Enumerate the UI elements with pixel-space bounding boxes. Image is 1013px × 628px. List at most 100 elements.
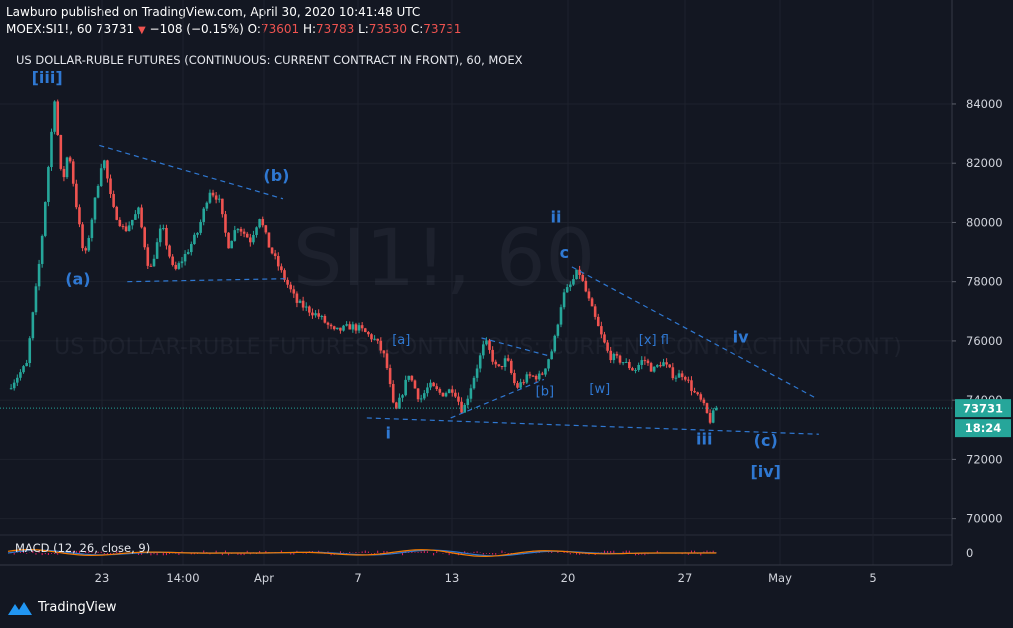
candle-body bbox=[199, 221, 202, 233]
symbol-label: MOEX:SI1!, 60 bbox=[6, 22, 93, 36]
candle-body bbox=[690, 380, 693, 391]
time-tick-label: 7 bbox=[354, 571, 361, 585]
candle-body bbox=[249, 237, 252, 243]
time-tick-label: 14:00 bbox=[166, 571, 199, 585]
candle-body bbox=[152, 258, 156, 267]
last-price: 73731 bbox=[95, 22, 135, 36]
candle-body bbox=[217, 198, 221, 200]
candle-body bbox=[413, 380, 417, 389]
candle-body bbox=[103, 160, 106, 169]
candle-body bbox=[497, 364, 501, 367]
candle-body bbox=[385, 353, 389, 369]
candle-body bbox=[587, 291, 591, 299]
wave-label: [iv] bbox=[750, 462, 781, 481]
candle-body bbox=[106, 160, 109, 179]
candle-body bbox=[155, 242, 159, 259]
candle-body bbox=[419, 398, 423, 400]
candle-body bbox=[158, 228, 162, 243]
candle-body bbox=[652, 366, 656, 372]
high-value: 73783 bbox=[316, 22, 355, 36]
price-tick-label: 84000 bbox=[966, 97, 1003, 111]
candle-body bbox=[47, 167, 50, 203]
macd-pane bbox=[7, 549, 717, 558]
candle-body bbox=[258, 219, 261, 228]
wave-label: iii bbox=[696, 430, 712, 449]
wave-label: [b] bbox=[536, 385, 554, 400]
candle-body bbox=[559, 307, 563, 325]
candle-body bbox=[354, 324, 358, 331]
time-tick-label: 27 bbox=[678, 571, 693, 585]
candle-body bbox=[702, 399, 706, 404]
candle-body bbox=[534, 375, 538, 380]
candle-body bbox=[367, 332, 370, 335]
candle-body bbox=[357, 325, 361, 331]
candle-body bbox=[351, 324, 355, 330]
candle-body bbox=[34, 286, 38, 313]
candle-body bbox=[494, 361, 498, 365]
candle-body bbox=[308, 306, 311, 313]
candle-body bbox=[463, 404, 466, 413]
candle-body bbox=[301, 300, 305, 308]
time-axis[interactable]: 23 14:00 Apr 7 13 20 27 May 5 bbox=[0, 564, 952, 585]
close-label: C: bbox=[410, 22, 424, 36]
candle-body bbox=[488, 340, 491, 350]
candle-body bbox=[444, 393, 448, 397]
candle-body bbox=[146, 247, 150, 266]
price-tick-label: 78000 bbox=[966, 275, 1003, 289]
candle-body bbox=[715, 408, 718, 411]
candle-body bbox=[438, 389, 442, 393]
candle-body bbox=[208, 192, 212, 203]
candle-body bbox=[267, 232, 271, 248]
candle-body bbox=[363, 328, 367, 333]
trend-line bbox=[99, 144, 284, 200]
macd-line bbox=[7, 549, 717, 558]
candle-body bbox=[50, 131, 53, 168]
candle-body bbox=[531, 375, 535, 377]
candle-body bbox=[391, 384, 395, 403]
wave-label: [a] bbox=[392, 333, 410, 348]
candle-body bbox=[12, 382, 16, 389]
candle-body bbox=[628, 361, 631, 369]
candles bbox=[9, 99, 718, 425]
candle-body bbox=[482, 344, 485, 356]
candle-body bbox=[500, 366, 504, 368]
candle-body bbox=[404, 379, 407, 396]
candle-body bbox=[541, 373, 544, 375]
candle-body bbox=[162, 227, 165, 229]
candle-body bbox=[261, 219, 265, 226]
candle-body bbox=[37, 263, 41, 287]
candle-body bbox=[407, 375, 411, 380]
publisher-line: Lawburo published on TradingView.com, Ap… bbox=[6, 5, 421, 19]
candle-body bbox=[149, 265, 153, 267]
candle-body bbox=[649, 363, 653, 372]
candle-body bbox=[19, 372, 22, 378]
candle-body bbox=[71, 161, 75, 184]
candle-body bbox=[469, 388, 473, 399]
candle-body bbox=[189, 244, 193, 253]
candle-body bbox=[289, 284, 293, 290]
candle-body bbox=[112, 194, 115, 207]
candle-body bbox=[311, 312, 314, 316]
footer-brand[interactable]: TradingView bbox=[8, 600, 117, 615]
candle-body bbox=[332, 326, 336, 330]
candle-body bbox=[121, 226, 125, 228]
current-price-badge bbox=[955, 399, 1011, 418]
candle-body bbox=[612, 354, 616, 361]
candle-body bbox=[454, 392, 457, 397]
candle-body bbox=[683, 376, 687, 380]
candle-body bbox=[668, 364, 672, 368]
trend-line bbox=[571, 266, 815, 398]
current-price-text: 73731 bbox=[963, 402, 1003, 416]
candle-body bbox=[221, 198, 224, 215]
candle-body bbox=[388, 368, 392, 385]
candle-body bbox=[655, 365, 659, 367]
candle-body bbox=[382, 350, 386, 354]
trend-lines[interactable] bbox=[99, 144, 819, 435]
candle-body bbox=[680, 373, 684, 377]
price-axis[interactable]: 8400082000800007800076000740007200070000… bbox=[951, 0, 1011, 565]
time-tick-label: 13 bbox=[445, 571, 460, 585]
candle-body bbox=[416, 388, 420, 400]
candle-body bbox=[130, 219, 134, 226]
candle-body bbox=[28, 338, 32, 364]
